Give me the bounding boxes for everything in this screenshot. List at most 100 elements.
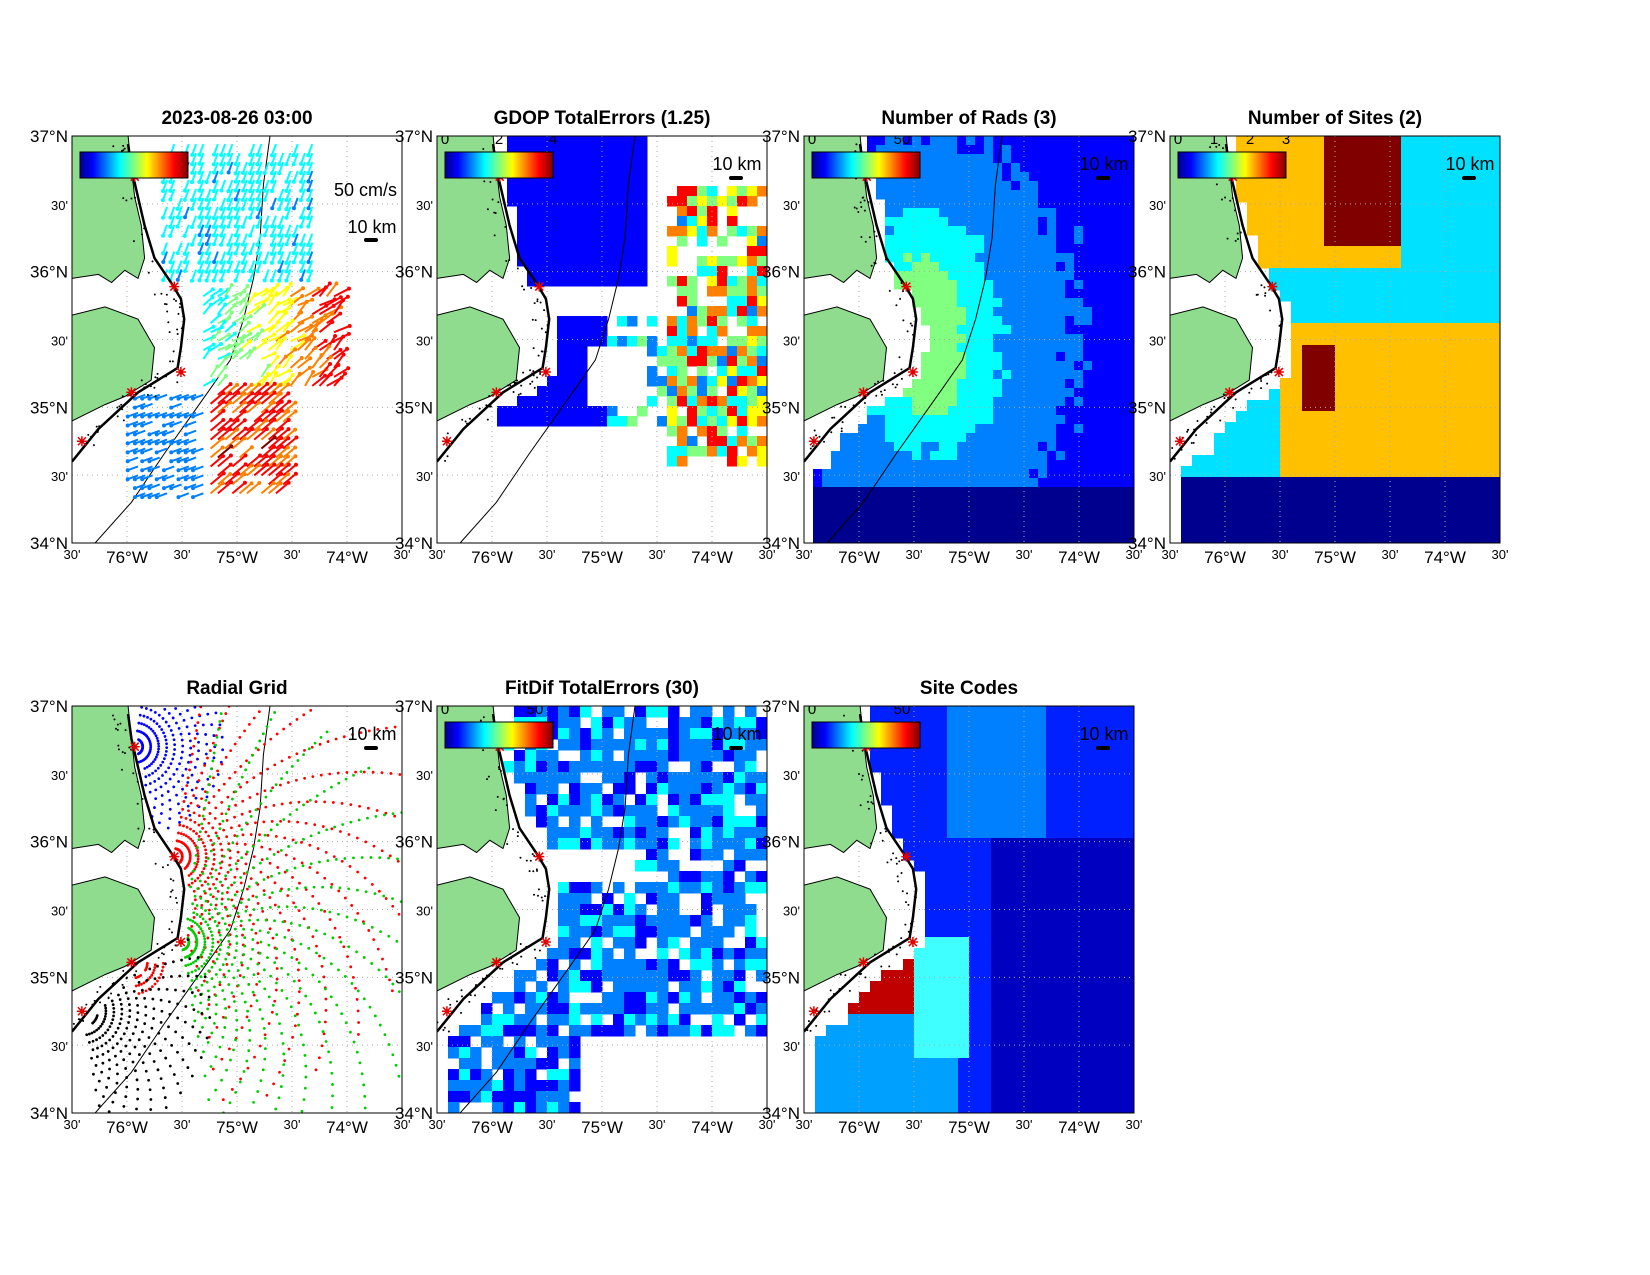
scale-bar-icon (1462, 176, 1476, 180)
grid-cell (1047, 325, 1057, 335)
radial-grid-point (238, 974, 242, 977)
grid-cell (1056, 163, 1066, 173)
vector-head (220, 436, 225, 441)
grid-cell (1020, 163, 1030, 173)
colorbar-tick-label: 3 (1282, 131, 1290, 148)
grid-cell (1445, 158, 1457, 170)
vector-head (132, 414, 137, 419)
radial-grid-point (153, 779, 157, 783)
grid-cell (1074, 145, 1084, 155)
grid-cell (1002, 325, 1012, 335)
grid-cell (1434, 169, 1446, 181)
grid-cell (1056, 505, 1066, 515)
grid-cell (948, 406, 958, 416)
grid-cell (1467, 367, 1479, 379)
grid-cell (930, 208, 940, 218)
radial-grid-point (224, 712, 228, 715)
current-vector (275, 437, 289, 450)
grid-cell (867, 406, 877, 416)
grid-cell (876, 190, 886, 200)
radial-grid-point (244, 862, 248, 866)
grid-cell (1269, 257, 1281, 269)
radial-grid-point (276, 866, 280, 869)
grid-cell (587, 216, 598, 227)
grid-cell (903, 505, 913, 515)
vector-head (125, 423, 130, 428)
grid-cell (1038, 343, 1048, 353)
grid-cell (867, 415, 877, 425)
grid-cell (1092, 154, 1102, 164)
grid-cell (930, 190, 940, 200)
grid-cell (1368, 213, 1380, 225)
grid-cell (567, 146, 578, 157)
current-vector (267, 302, 280, 315)
radial-grid-point (227, 807, 231, 811)
radial-grid-point (209, 872, 212, 875)
grid-cell (867, 460, 877, 470)
vector-head (286, 472, 291, 477)
grid-cell (1101, 523, 1111, 533)
grid-cell (993, 181, 1003, 191)
grid-cell (1478, 356, 1490, 368)
radial-grid-point (167, 724, 171, 728)
vector-head (269, 251, 274, 256)
grid-cell (1128, 334, 1134, 344)
grid-cell (1038, 514, 1048, 524)
current-vector (260, 436, 276, 450)
coast-speck (493, 234, 496, 237)
grid-cell (1119, 352, 1129, 362)
grid-cell (607, 416, 618, 427)
grid-cell (557, 206, 568, 217)
grid-cell (831, 451, 841, 461)
grid-cell (984, 442, 994, 452)
radial-grid-point (207, 1003, 211, 1006)
grid-cell (1110, 217, 1120, 227)
current-vector (224, 384, 238, 396)
radial-grid-point (219, 842, 223, 846)
vector-head (308, 356, 313, 361)
vector-head (125, 459, 130, 464)
vector-head (240, 197, 245, 202)
radial-grid-point (181, 750, 184, 754)
radial-grid-point (140, 722, 143, 726)
grid-cell (1291, 345, 1303, 357)
grid-cell (975, 514, 985, 524)
grid-cell (687, 346, 698, 357)
grid-cell (1236, 532, 1248, 543)
grid-cell (1101, 163, 1111, 173)
grid-cell (1083, 433, 1093, 443)
grid-cell (1119, 487, 1129, 497)
vector-head (327, 281, 332, 286)
grid-cell (957, 235, 967, 245)
vector-head (277, 260, 282, 265)
grid-cell (1029, 199, 1039, 209)
grid-cell (1047, 199, 1057, 209)
grid-cell (957, 325, 967, 335)
grid-cell (1258, 411, 1270, 423)
grid-cell (1302, 191, 1314, 203)
grid-cell (627, 246, 638, 257)
grid-cell (993, 199, 1003, 209)
grid-cell (867, 442, 877, 452)
radial-grid-point (190, 716, 194, 720)
coast-speck (521, 285, 524, 288)
grid-cell (1478, 400, 1490, 412)
grid-cell (1011, 361, 1021, 371)
grid-cell (747, 286, 758, 297)
vector-head (269, 153, 274, 158)
grid-cell (957, 541, 967, 543)
current-vector (202, 304, 212, 315)
vector-head (226, 242, 231, 247)
radial-grid-point (223, 905, 227, 909)
grid-cell (1214, 444, 1226, 456)
grid-cell (939, 352, 949, 362)
coast-speck (122, 149, 125, 152)
grid-cell (1379, 345, 1391, 357)
grid-cell (939, 253, 949, 263)
grid-cell (1101, 199, 1111, 209)
current-vector (268, 473, 282, 486)
vector-head (204, 278, 209, 283)
vector-head (277, 207, 282, 212)
vector-head (265, 462, 270, 467)
